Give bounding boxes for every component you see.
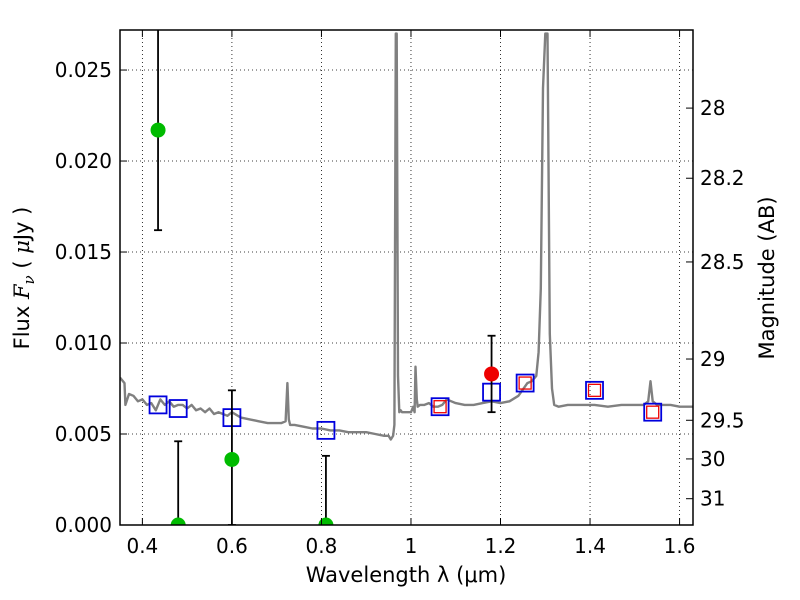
detected-band-marker: [646, 405, 660, 419]
model-point: [168, 399, 188, 418]
y-tick-label: 0.000: [55, 513, 112, 537]
detected-band-marker: [587, 383, 602, 397]
spectrum-line: [120, 32, 693, 441]
right-axis-title: Magnitude (AB): [755, 196, 779, 359]
photometry-point: [484, 366, 500, 382]
y-tick-label: 0.020: [55, 149, 112, 173]
x-tick-label: 1.6: [664, 534, 696, 558]
right-tick-label: 28: [700, 96, 725, 120]
x-tick-label: 0.4: [126, 534, 158, 558]
plot-frame: [119, 29, 694, 526]
y-tick-label: 0.005: [55, 422, 112, 446]
y-axis-title: Flux Fν ( μJy ): [10, 207, 38, 350]
x-tick-label: 0.6: [216, 534, 248, 558]
photometry-point: [150, 122, 166, 138]
data-layer: [120, 30, 693, 525]
plot-area: [120, 30, 693, 525]
photometry-point: [170, 517, 186, 525]
right-tick-label: 29.5: [700, 408, 745, 432]
y-tick-label: 0.025: [55, 58, 112, 82]
right-tick-label: 31: [700, 487, 725, 511]
x-tick-label: 0.8: [306, 534, 338, 558]
x-tick-label: 1: [405, 534, 418, 558]
y-tick-label: 0.015: [55, 240, 112, 264]
ticks: 0.4 0.6 0.8 1 1.2 1.4 1.6 0.000 0.005 0.010 0.015 0…: [55, 30, 745, 558]
photometry-point: [318, 517, 334, 525]
model-point: [148, 395, 168, 415]
right-tick-label: 30: [700, 447, 725, 471]
detected-band-marker: [433, 400, 447, 414]
model-point: [585, 380, 604, 400]
y-tick-label: 0.010: [55, 331, 112, 355]
x-tick-label: 1.2: [485, 534, 517, 558]
x-tick-label: 1.4: [574, 534, 606, 558]
model-point: [430, 397, 450, 417]
x-axis-title: Wavelength λ (μm): [306, 563, 507, 587]
model-point: [316, 420, 336, 440]
right-tick-label: 29: [700, 347, 725, 371]
photometry-point: [224, 451, 240, 467]
right-tick-label: 28.5: [700, 250, 745, 274]
model-point: [643, 402, 663, 422]
model-point: [515, 373, 535, 393]
right-tick-label: 28.2: [700, 166, 745, 190]
detected-band-marker: [518, 376, 532, 390]
